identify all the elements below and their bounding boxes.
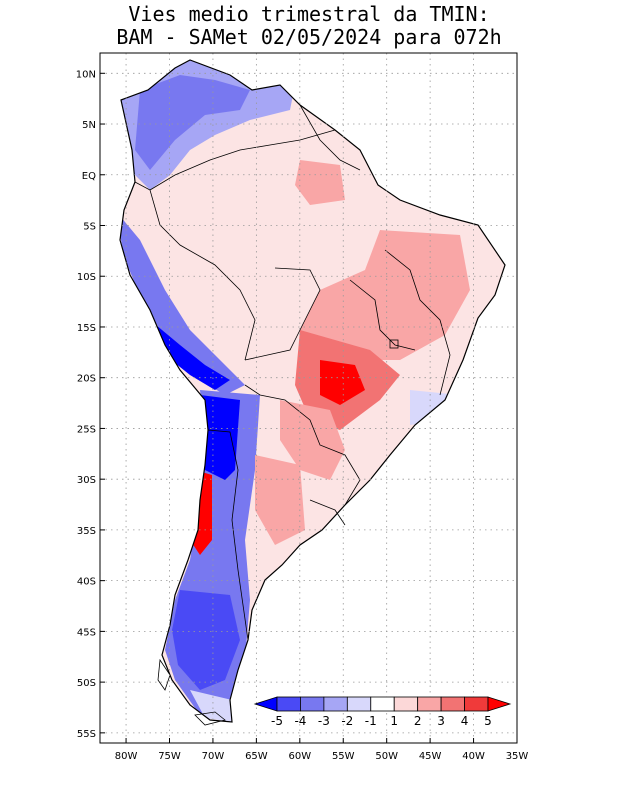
lat-tick-label: 45S	[77, 627, 96, 638]
colorbar: -5 -4 -3 -2 -1 1 2 3 4 5	[253, 696, 512, 728]
lat-tick-label: 40S	[77, 577, 96, 588]
colorbar-swatch	[370, 696, 395, 712]
lon-tick-label: 45W	[419, 751, 442, 762]
country-borders	[134, 104, 451, 641]
lon-tick-label: 60W	[289, 751, 312, 762]
tierra-del-fuego-outline	[194, 711, 226, 726]
colorbar-label: 2	[414, 714, 422, 728]
lon-tick-label: 75W	[158, 751, 181, 762]
lat-tick-label: 35S	[77, 526, 96, 537]
colorbar-swatch	[323, 696, 348, 712]
colorbar-swatch	[393, 696, 419, 712]
map-title-line1: Vies medio trimestral da TMIN:	[128, 2, 490, 26]
border-argentina-paraguay-brazil	[244, 384, 361, 506]
coastline	[119, 59, 506, 723]
bias-andes-north-negative	[135, 75, 250, 170]
border-bolivia-brazil	[244, 267, 321, 361]
colorbar-swatch	[276, 696, 301, 712]
border-brazil-states-central	[349, 279, 416, 351]
colorbar-swatch	[464, 696, 489, 712]
bias-brazil-central-positive	[300, 230, 470, 360]
lat-tick-label: 5N	[82, 120, 96, 131]
map-title-line2: BAM - SAMet 02/05/2024 para 072h	[116, 25, 502, 49]
colorbar-label: -2	[341, 714, 353, 728]
colorbar-swatch	[417, 696, 442, 712]
lat-tick-label: 55S	[77, 729, 96, 740]
bias-argentina-positive	[255, 455, 305, 545]
colorbar-swatch	[346, 696, 372, 712]
lon-tick-label: 80W	[115, 751, 138, 762]
longitude-axis: 80W 75W 70W 65W 60W 55W 50W 45W 40W 35W	[115, 738, 529, 762]
bias-peru-coast-strong-negative	[150, 320, 230, 390]
federal-district-outline	[389, 339, 399, 349]
bias-amazon-positive	[295, 160, 345, 205]
latitude-axis: 10N 5N EQ 5S 10S 15S 20S 25S 30S 35S 40S 45S 50S 55S	[76, 69, 105, 740]
lat-tick-label: 10N	[76, 69, 96, 80]
colorbar-label: 5	[484, 714, 492, 728]
bias-paraguay-positive	[280, 400, 345, 480]
lon-tick-label: 35W	[506, 751, 529, 762]
lat-tick-label: 15S	[77, 323, 96, 334]
lat-tick-label: 5S	[83, 222, 96, 233]
gridlines	[100, 53, 518, 743]
chiloe-island-outline	[157, 658, 171, 691]
lat-tick-label: 30S	[77, 475, 96, 486]
bias-patagonia-negative	[172, 590, 240, 690]
border-uruguay	[309, 499, 346, 526]
lon-tick-label: 65W	[245, 751, 268, 762]
border-guianas	[299, 104, 361, 171]
lat-tick-label: 10S	[77, 272, 96, 283]
lon-tick-label: 40W	[462, 751, 485, 762]
bias-tierra-del-fuego	[190, 690, 232, 722]
colorbar-label: 1	[390, 714, 398, 728]
colorbar-label: -5	[271, 714, 283, 728]
colorbar-swatch	[300, 696, 325, 712]
border-chile-argentina	[207, 429, 249, 641]
colorbar-label: -1	[365, 714, 377, 728]
bias-atacama-strong-negative	[200, 395, 240, 480]
lat-tick-label: 50S	[77, 678, 96, 689]
lat-tick-label: 20S	[77, 374, 96, 385]
bias-pantanal-strong-positive	[320, 360, 365, 405]
lon-tick-label: 70W	[202, 751, 225, 762]
lon-tick-label: 55W	[332, 751, 355, 762]
colorbar-label: -3	[318, 714, 330, 728]
lon-tick-label: 50W	[375, 751, 398, 762]
colorbar-max-arrow	[487, 696, 512, 712]
colorbar-label: 3	[437, 714, 445, 728]
colorbar-label: 4	[461, 714, 469, 728]
border-brazil-states-east	[384, 249, 451, 396]
lat-tick-label: EQ	[82, 171, 96, 182]
bias-andes-central-negative	[120, 210, 245, 395]
colorbar-label: -4	[294, 714, 306, 728]
lat-tick-label: 25S	[77, 424, 96, 435]
map-frame	[99, 52, 518, 744]
colorbar-swatch	[440, 696, 465, 712]
border-peru-brazil-bolivia	[134, 181, 256, 361]
border-colombia-venezuela-brazil	[149, 129, 336, 191]
